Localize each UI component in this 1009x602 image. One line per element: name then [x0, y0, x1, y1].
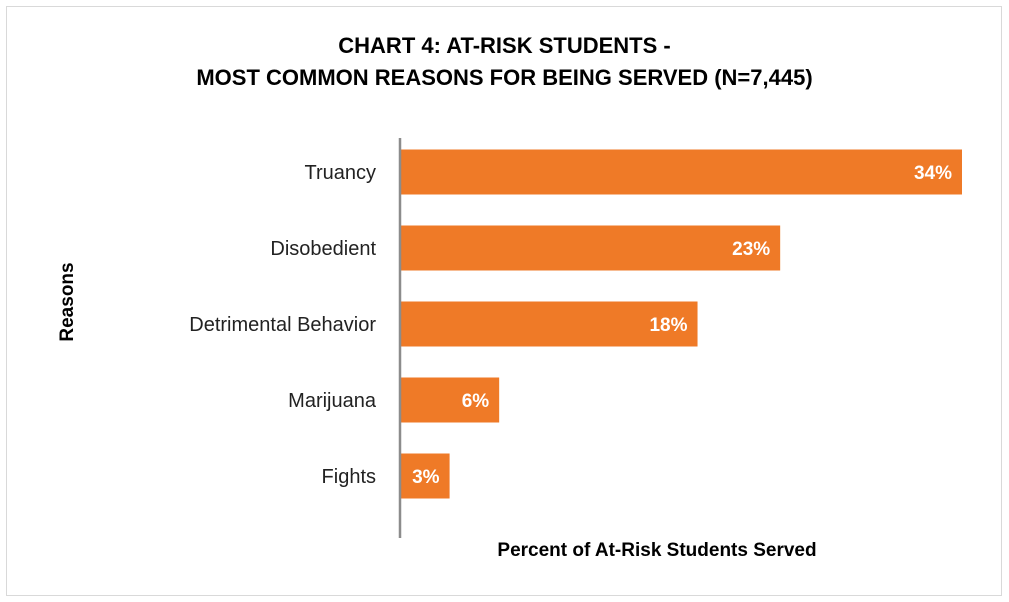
bar-detrimental-behavior — [400, 301, 698, 347]
data-label: 3% — [412, 467, 440, 488]
data-label: 23% — [732, 239, 770, 260]
category-label: Marijuana — [288, 390, 377, 412]
category-label: Fights — [322, 466, 376, 488]
x-axis-title: Percent of At-Risk Students Served — [497, 540, 817, 561]
data-label: 34% — [914, 163, 952, 184]
bar-fights — [400, 453, 450, 499]
data-label: 6% — [462, 391, 490, 412]
category-label: Detrimental Behavior — [189, 314, 376, 336]
bar-marijuana — [400, 377, 500, 423]
data-label: 18% — [649, 315, 687, 336]
chart-title-line-2: MOST COMMON REASONS FOR BEING SERVED (N=… — [196, 65, 813, 90]
chart-frame — [6, 6, 1002, 596]
category-label: Disobedient — [270, 238, 376, 260]
bar-truancy — [400, 149, 962, 195]
chart-title: CHART 4: AT-RISK STUDENTS - MOST COMMON … — [0, 30, 1009, 94]
category-label: Truancy — [304, 162, 376, 184]
chart-title-line-1: CHART 4: AT-RISK STUDENTS - — [338, 33, 671, 58]
bar-disobedient — [400, 225, 781, 271]
